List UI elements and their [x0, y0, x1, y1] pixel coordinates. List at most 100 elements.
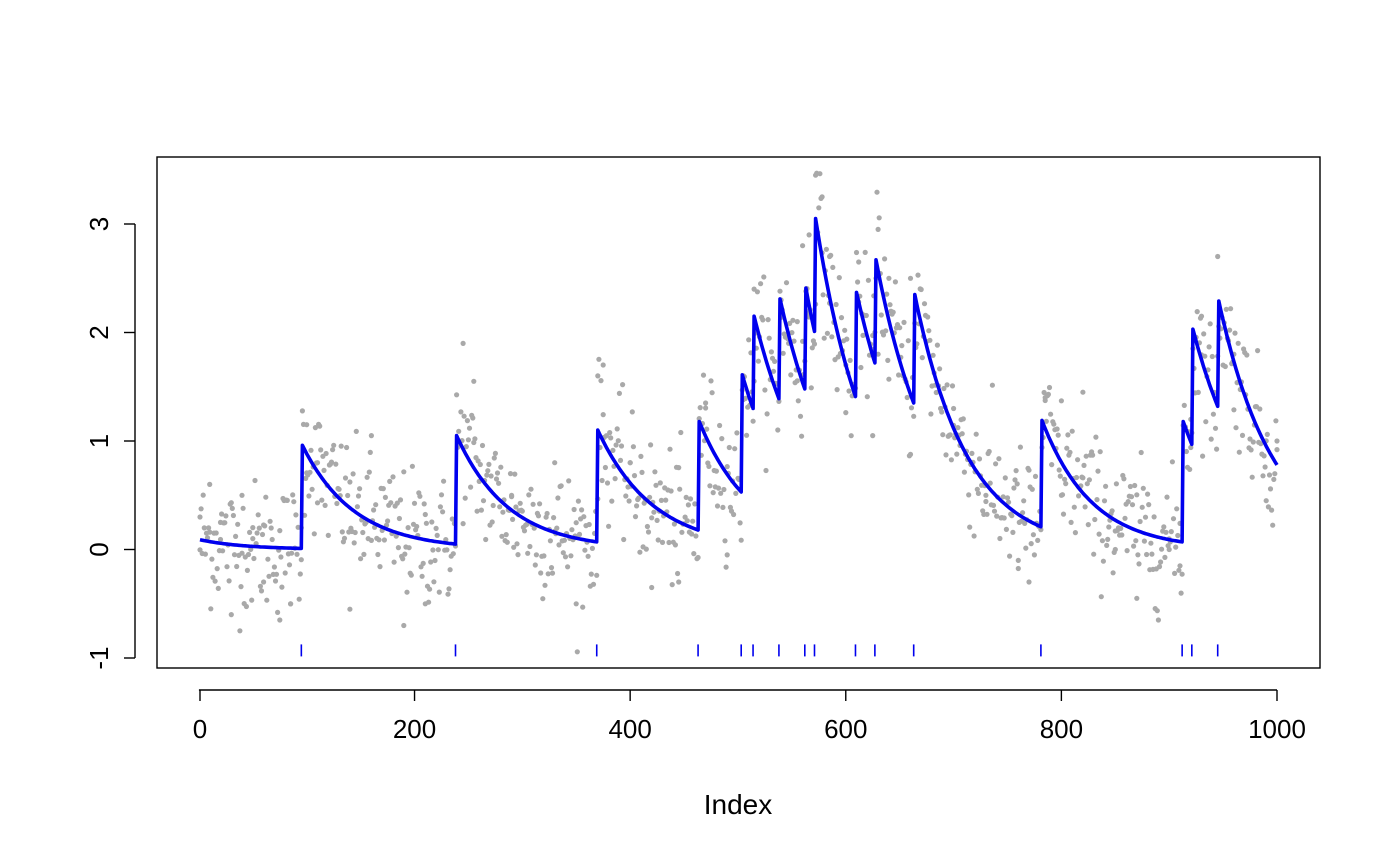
- scatter-point: [1085, 522, 1091, 528]
- scatter-point: [789, 330, 795, 336]
- scatter-point: [254, 530, 260, 536]
- scatter-point: [1103, 483, 1109, 489]
- scatter-point: [827, 253, 833, 260]
- scatter-point: [1249, 474, 1255, 480]
- scatter-point: [1138, 449, 1144, 456]
- scatter-point: [905, 338, 911, 344]
- scatter-point: [600, 362, 606, 368]
- scatter-point: [409, 463, 415, 469]
- scatter-point: [937, 366, 943, 372]
- scatter-point: [297, 571, 303, 577]
- scatter-point: [865, 277, 872, 283]
- scatter-point: [498, 464, 504, 470]
- scatter-point: [1081, 462, 1087, 468]
- scatter-point: [474, 508, 480, 514]
- scatter-point: [1029, 486, 1035, 492]
- scatter-point: [1072, 530, 1078, 536]
- scatter-point: [987, 480, 993, 486]
- scatter-point: [1035, 537, 1041, 544]
- scatter-point: [1206, 344, 1212, 350]
- scatter-point: [677, 486, 683, 492]
- scatter-point: [598, 378, 604, 384]
- scatter-point: [908, 405, 915, 411]
- scatter-point: [434, 532, 440, 539]
- scatter-point: [226, 578, 232, 584]
- scatter-point: [883, 328, 889, 334]
- scatter-point: [210, 574, 216, 580]
- scatter-point: [833, 301, 839, 308]
- scatter-point: [380, 486, 386, 492]
- scatter-point: [991, 508, 998, 514]
- scatter-point: [651, 509, 657, 515]
- scatter-point: [338, 443, 344, 449]
- scatter-point: [608, 435, 614, 441]
- scatter-point: [490, 502, 496, 509]
- scatter-point: [576, 531, 583, 538]
- scatter-point: [885, 357, 891, 363]
- scatter-point: [1020, 510, 1026, 516]
- scatter-point: [1013, 468, 1019, 474]
- y-tick-label: -1: [84, 646, 114, 669]
- scatter-point: [560, 550, 566, 556]
- x-tick-label: 200: [393, 714, 436, 744]
- scatter-point: [1142, 514, 1149, 520]
- scatter-point: [823, 246, 830, 252]
- scatter-point: [816, 205, 822, 211]
- scatter-point: [834, 387, 840, 393]
- scatter-point: [915, 272, 921, 278]
- scatter-point: [272, 578, 279, 584]
- scatter-point: [1135, 552, 1141, 558]
- scatter-point: [1233, 425, 1239, 431]
- scatter-point: [649, 515, 655, 521]
- scatter-point: [878, 312, 884, 318]
- scatter-point: [257, 583, 263, 589]
- scatter-point: [669, 582, 675, 588]
- scatter-point: [886, 376, 892, 382]
- scatter-point: [1056, 467, 1062, 473]
- scatter-point: [309, 486, 315, 492]
- scatter-point: [809, 345, 815, 351]
- scatter-point: [220, 548, 226, 554]
- scatter-point: [306, 493, 312, 499]
- scatter-point: [844, 336, 850, 342]
- scatter-point: [288, 601, 294, 607]
- scatter-point: [1178, 590, 1184, 596]
- scatter-point: [806, 232, 812, 238]
- scatter-point: [808, 385, 814, 391]
- scatter-point: [971, 533, 977, 539]
- scatter-point: [768, 349, 775, 355]
- scatter-point: [321, 467, 327, 473]
- scatter-point: [1187, 466, 1193, 472]
- scatter-point: [603, 433, 610, 439]
- scatter-point: [1091, 551, 1097, 557]
- scatter-point: [395, 545, 401, 551]
- scatter-point: [497, 504, 503, 510]
- scatter-point: [526, 492, 532, 498]
- scatter-point: [509, 516, 516, 523]
- scatter-point: [251, 555, 257, 562]
- scatter-point: [1271, 476, 1277, 482]
- scatter-point: [788, 372, 794, 378]
- scatter-point: [676, 579, 682, 585]
- scatter-point: [1092, 516, 1098, 523]
- scatter-point: [411, 500, 418, 506]
- scatter-point: [733, 490, 739, 496]
- scatter-point: [387, 478, 393, 484]
- scatter-point: [430, 547, 436, 553]
- scatter-point: [639, 469, 645, 475]
- scatter-point: [690, 518, 696, 524]
- scatter-point: [446, 586, 452, 592]
- scatter-point: [201, 525, 207, 531]
- scatter-point: [290, 492, 296, 498]
- scatter-point: [1203, 419, 1209, 425]
- scatter-point: [1002, 475, 1008, 481]
- scatter-point: [1201, 331, 1207, 337]
- scatter-point: [342, 475, 349, 481]
- x-tick-label: 1000: [1248, 714, 1306, 744]
- scatter-point: [266, 573, 272, 579]
- scatter-point: [231, 552, 238, 558]
- scatter-point: [1163, 529, 1169, 535]
- scatter-point: [620, 382, 626, 388]
- scatter-point: [319, 497, 325, 503]
